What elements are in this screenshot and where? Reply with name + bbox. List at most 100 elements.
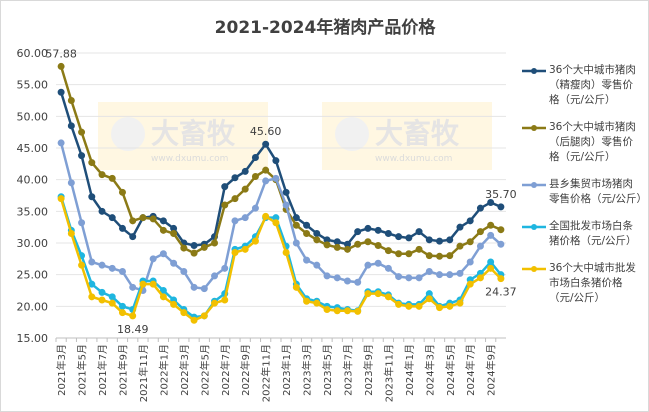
point	[190, 242, 198, 250]
point	[395, 250, 403, 258]
point	[149, 280, 157, 288]
point	[303, 230, 311, 237]
y-tick-label: 15.00	[17, 332, 49, 345]
x-tick-label: 2024年3月	[423, 344, 436, 396]
point	[446, 252, 454, 260]
point	[78, 219, 86, 227]
point	[333, 307, 341, 315]
x-tick-label: 2024年9月	[485, 344, 498, 396]
point	[384, 230, 392, 237]
point	[405, 274, 413, 282]
point	[436, 237, 444, 245]
point	[88, 258, 96, 266]
point	[211, 239, 219, 247]
point	[292, 214, 300, 222]
point	[292, 283, 300, 291]
point	[118, 302, 126, 310]
point	[415, 274, 423, 282]
point	[313, 230, 321, 237]
point	[98, 288, 106, 296]
point	[262, 212, 270, 220]
point	[211, 299, 219, 307]
point	[487, 258, 495, 266]
point	[262, 166, 270, 174]
point	[170, 300, 178, 308]
point	[303, 256, 311, 264]
point	[272, 174, 280, 182]
legend-label: 全国批发市场白条猪价格（元/公斤）	[549, 220, 637, 247]
legend-swatch	[522, 224, 546, 230]
point	[180, 244, 188, 252]
series: 18.49 24.37	[57, 195, 517, 336]
point	[487, 221, 495, 229]
point	[57, 195, 65, 203]
y-tick-label: 25.00	[17, 269, 49, 282]
point	[262, 177, 270, 185]
point	[129, 217, 137, 225]
data-label: 45.60	[250, 125, 282, 138]
x-tick-label: 2022年1月	[157, 344, 170, 396]
point	[190, 283, 198, 291]
point	[282, 201, 290, 209]
x-tick-label: 2023年9月	[362, 344, 375, 396]
x-tick-label: 2024年5月	[444, 344, 457, 396]
point	[57, 62, 65, 70]
point	[282, 249, 290, 256]
point	[313, 299, 321, 307]
y-tick-label: 50.00	[17, 110, 49, 123]
point	[159, 217, 167, 225]
point	[292, 239, 300, 247]
point	[221, 183, 229, 191]
x-tick-label: 2021年11月	[137, 344, 150, 402]
point	[497, 226, 505, 234]
point	[282, 188, 290, 196]
x-tick-label: 2023年1月	[280, 344, 293, 396]
watermark-brand: 大畜牧	[375, 117, 460, 150]
point	[354, 307, 362, 315]
point	[405, 302, 413, 310]
point	[354, 228, 362, 236]
point	[251, 154, 259, 161]
x-tick-label: 2022年9月	[239, 344, 252, 396]
x-tick-label: 2023年7月	[341, 344, 354, 396]
x-tick-label: 2021年3月	[55, 344, 68, 396]
point	[57, 139, 65, 147]
point	[497, 275, 505, 283]
point	[436, 271, 444, 279]
point	[170, 230, 178, 237]
y-tick-label: 20.00	[17, 300, 49, 313]
point	[57, 88, 65, 96]
point	[149, 215, 157, 223]
legend-swatch	[522, 266, 546, 272]
x-tick-label: 2023年11月	[382, 344, 395, 402]
legend-label: 县乡集贸市场猪肉零售价格（元/公斤）	[549, 178, 648, 205]
point	[425, 295, 433, 303]
point	[272, 157, 280, 165]
point	[476, 242, 484, 250]
point	[292, 221, 300, 229]
point	[118, 224, 126, 232]
point	[497, 203, 505, 211]
point	[159, 226, 167, 234]
point	[200, 243, 208, 251]
point	[67, 230, 75, 237]
point	[98, 207, 106, 215]
legend-entry: 全国批发市场白条猪价格（元/公斤）	[521, 219, 643, 249]
point	[343, 307, 351, 315]
x-tick-label: 2024年7月	[464, 344, 477, 396]
point	[67, 122, 75, 130]
point	[343, 245, 351, 253]
point	[415, 302, 423, 310]
data-label: 18.49	[117, 323, 149, 336]
point	[456, 223, 464, 231]
legend-swatch	[522, 125, 546, 131]
point	[415, 228, 423, 236]
point	[425, 252, 433, 260]
point	[313, 261, 321, 269]
point	[323, 306, 331, 313]
point	[333, 243, 341, 251]
y-tick-label: 45.00	[17, 142, 49, 155]
point	[251, 173, 259, 180]
point	[241, 214, 249, 222]
